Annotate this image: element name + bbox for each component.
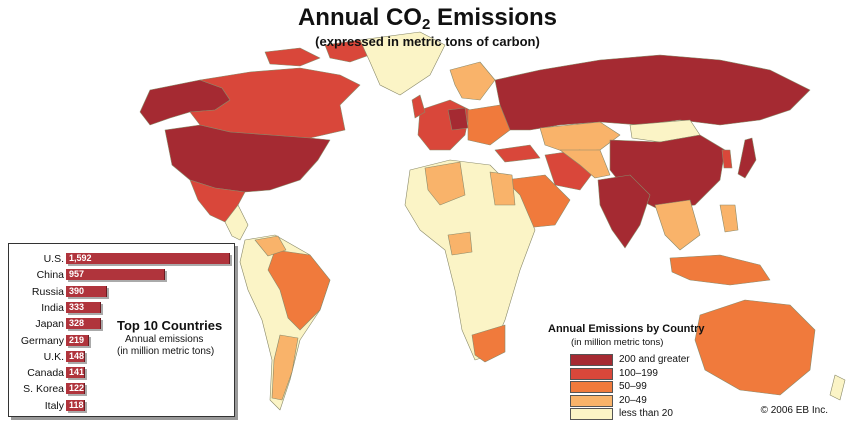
top10-country-label: India <box>41 301 64 314</box>
region-arctic-islands <box>264 39 379 67</box>
top10-bar: 148 <box>66 350 85 362</box>
top10-value-label: 141 <box>69 367 85 378</box>
region-southeast-asia <box>654 199 701 251</box>
top10-row: Japan 328 <box>9 318 234 330</box>
top10-bar: 118 <box>66 399 85 411</box>
top10-country-label: Russia <box>31 285 64 298</box>
top10-value-label: 148 <box>69 350 85 361</box>
legend-item: 20–49 <box>570 394 750 407</box>
region-kazakhstan <box>539 121 621 153</box>
legend: Annual Emissions by Country (in million … <box>548 323 750 420</box>
region-central-america <box>224 204 249 241</box>
legend-swatch <box>570 408 613 420</box>
top10-title: Top 10 Countries <box>117 318 223 333</box>
region-turkey <box>494 144 541 163</box>
top10-panel: U.S. 1,592 China 957 Russia 390 India 333 Japan 3… <box>8 243 235 417</box>
legend-title: Annual Emissions by Country <box>548 323 705 335</box>
legend-label: 50–99 <box>619 381 647 392</box>
legend-label: 100–199 <box>619 367 658 379</box>
copyright: © 2006 EB Inc. <box>760 405 828 416</box>
region-egypt <box>489 171 516 206</box>
top10-subtitle: Annual emissions <box>125 334 204 345</box>
top10-country-label: Japan <box>35 318 64 331</box>
top10-row: S. Korea 122 <box>9 383 234 395</box>
legend-subtitle: (in million metric tons) <box>571 337 664 348</box>
top10-bar: 141 <box>66 367 85 379</box>
top10-value-label: 122 <box>69 383 85 394</box>
top10-value-label: 219 <box>69 334 85 345</box>
legend-item: 100–199 <box>570 367 750 380</box>
region-scandinavia <box>449 61 496 101</box>
legend-item: 200 and greater <box>570 354 750 366</box>
top10-value-label: 1,592 <box>69 253 92 263</box>
region-new-zealand <box>829 374 846 401</box>
page-title: Annual CO2 Emissions <box>297 4 558 33</box>
top10-country-label: Canada <box>27 367 64 380</box>
region-nigeria <box>447 231 473 256</box>
top10-country-label: Germany <box>20 334 64 347</box>
top10-bar: 219 <box>66 334 90 346</box>
top10-country-label: S. Korea <box>23 383 64 396</box>
region-south-africa <box>471 324 506 363</box>
legend-swatch <box>570 381 613 393</box>
region-india <box>597 174 651 249</box>
region-argentina <box>271 334 299 401</box>
region-australia <box>694 299 816 396</box>
legend-label: less than 20 <box>619 408 673 419</box>
top10-country-label: Italy <box>44 399 64 412</box>
region-central-asia <box>559 149 611 179</box>
top10-bar: 333 <box>66 301 102 313</box>
top10-value-label: 390 <box>69 285 85 296</box>
region-philippines <box>719 204 739 233</box>
top10-value-label: 957 <box>69 269 85 280</box>
top10-country-label: U.S. <box>43 253 64 265</box>
region-greenland <box>359 31 446 96</box>
top10-value-label: 118 <box>69 399 84 410</box>
top10-row: Italy 118 <box>9 399 234 412</box>
top10-value-label: 328 <box>69 318 85 329</box>
top10-bar: 328 <box>66 318 101 330</box>
region-japan <box>737 137 757 179</box>
top10-bar: 1,592 <box>66 253 230 264</box>
legend-swatch <box>570 367 613 380</box>
legend-label: 20–49 <box>619 394 647 406</box>
top10-row: U.S. 1,592 <box>9 253 234 265</box>
region-russia <box>494 54 811 131</box>
legend-swatch <box>570 394 613 407</box>
top10-units: (in million metric tons) <box>117 346 215 357</box>
top10-country-label: China <box>36 269 64 282</box>
top10-row: India 333 <box>9 301 234 314</box>
legend-item: 50–99 <box>570 381 750 393</box>
region-brazil <box>267 249 331 331</box>
top10-country-label: U.K. <box>43 350 64 363</box>
page-subtitle: (expressed in metric tons of carbon) <box>315 34 540 49</box>
top10-row: Canada 141 <box>9 367 234 379</box>
region-uk <box>411 94 426 119</box>
top10-row: China 957 <box>9 269 234 281</box>
top10-bar: 957 <box>66 269 165 281</box>
top10-row: U.K. 148 <box>9 350 234 363</box>
region-algeria <box>424 161 466 206</box>
region-indonesia <box>669 254 771 286</box>
legend-item: less than 20 <box>570 408 750 420</box>
legend-swatch <box>570 354 613 366</box>
legend-label: 200 and greater <box>619 354 690 365</box>
region-east-europe <box>467 104 511 146</box>
top10-row: Russia 390 <box>9 285 234 298</box>
top10-bar: 122 <box>66 383 85 395</box>
region-korea <box>721 149 733 169</box>
top10-value-label: 333 <box>69 301 85 312</box>
region-venezuela <box>254 235 287 257</box>
top10-bar: 390 <box>66 285 107 297</box>
top10-row: Germany 219 <box>9 334 234 347</box>
